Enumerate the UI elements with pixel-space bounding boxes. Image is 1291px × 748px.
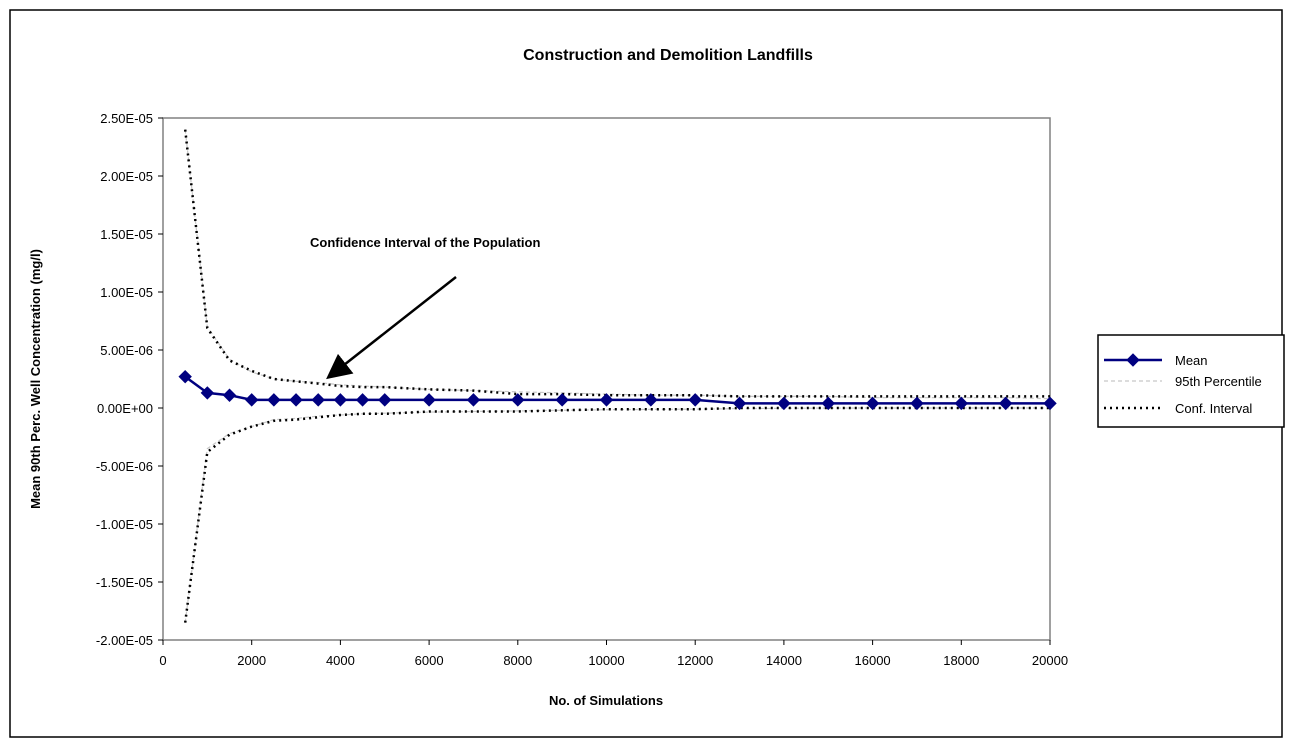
mean-point <box>511 393 525 407</box>
y-tick-label: -1.00E-05 <box>96 517 153 532</box>
mean-point <box>355 393 370 407</box>
mean-point <box>821 396 835 411</box>
mean-point <box>378 393 392 407</box>
mean-point <box>466 393 481 407</box>
series-layer <box>178 129 1057 623</box>
annotation-arrow <box>326 276 457 380</box>
y-tick-label: 2.50E-05 <box>100 111 153 126</box>
mean-point <box>178 369 192 384</box>
x-tick-label: 0 <box>159 653 166 668</box>
mean-point <box>555 393 569 407</box>
plot-area <box>162 117 1051 641</box>
mean-point <box>732 396 747 411</box>
mean-point <box>333 393 348 407</box>
x-tick-label: 10000 <box>588 653 624 668</box>
y-tick-label: 5.00E-06 <box>100 343 153 358</box>
mean-point <box>688 393 702 407</box>
mean-point <box>267 393 281 407</box>
mean-point <box>1043 396 1057 411</box>
y-tick-label: 2.00E-05 <box>100 169 153 184</box>
mean-point <box>998 396 1013 411</box>
series-2-lower-line <box>183 406 1050 623</box>
x-axis-ticks: 0 2000 4000 6000 8000 10000 12000 14000 16000 180… <box>159 640 1068 668</box>
mean-point <box>200 386 215 400</box>
mean-point <box>910 396 924 411</box>
mean-point <box>865 396 880 411</box>
legend-marker <box>1126 353 1140 367</box>
annotation-text: Confidence Interval of the Population <box>310 235 540 250</box>
mean-point <box>599 393 614 407</box>
mean-point <box>244 393 259 407</box>
x-tick-label: 6000 <box>415 653 444 668</box>
mean-point <box>777 396 791 411</box>
mean-point <box>222 388 237 402</box>
x-tick-label: 16000 <box>855 653 891 668</box>
mean-point <box>954 396 969 411</box>
x-tick-label: 8000 <box>503 653 532 668</box>
x-tick-label: 18000 <box>943 653 979 668</box>
y-axis-label: Mean 90th Perc. Well Concentration (mg/l… <box>28 249 43 509</box>
mean-point <box>644 393 658 407</box>
x-tick-label: 12000 <box>677 653 713 668</box>
annotation: Confidence Interval of the Population <box>310 235 540 380</box>
y-tick-label: -2.00E-05 <box>96 633 153 648</box>
y-tick-label: 1.50E-05 <box>100 227 153 242</box>
y-tick-label: -5.00E-06 <box>96 459 153 474</box>
legend-label-0: Mean <box>1175 353 1208 368</box>
mean-point <box>422 393 436 407</box>
mean-point <box>311 393 325 407</box>
legend-label-2: Conf. Interval <box>1175 401 1252 416</box>
x-tick-label: 14000 <box>766 653 802 668</box>
x-axis-label: No. of Simulations <box>549 693 663 708</box>
x-tick-label: 20000 <box>1032 653 1068 668</box>
y-axis-ticks: -2.00E-05 -1.50E-05 -1.00E-05 -5.00E-06 0.00… <box>96 111 163 648</box>
chart-title: Construction and Demolition Landfills <box>523 47 813 64</box>
x-tick-label: 2000 <box>237 653 266 668</box>
y-tick-label: -1.50E-05 <box>96 575 153 590</box>
legend-label-1: 95th Percentile <box>1175 374 1262 389</box>
mean-point <box>289 393 303 407</box>
legend: Mean 95th Percentile Conf. Interval <box>1097 334 1285 428</box>
x-tick-label: 4000 <box>326 653 355 668</box>
y-tick-label: 1.00E-05 <box>100 285 153 300</box>
y-tick-label: 0.00E+00 <box>97 401 153 416</box>
